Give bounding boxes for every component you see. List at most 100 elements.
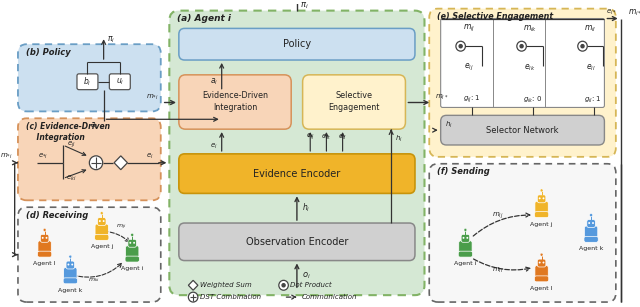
FancyBboxPatch shape (95, 234, 109, 240)
Text: $h_i$: $h_i$ (445, 120, 453, 130)
Text: $m_{ki}$: $m_{ki}$ (88, 276, 100, 284)
Text: $m_{*i}$: $m_{*i}$ (146, 93, 159, 102)
Polygon shape (114, 156, 127, 170)
Text: Integration: Integration (213, 103, 257, 112)
Circle shape (131, 233, 134, 236)
FancyBboxPatch shape (179, 154, 415, 193)
Text: $\pi_i$: $\pi_i$ (300, 0, 309, 11)
FancyBboxPatch shape (441, 115, 604, 145)
FancyBboxPatch shape (538, 259, 546, 267)
FancyBboxPatch shape (77, 74, 98, 90)
Text: Agent j: Agent j (531, 222, 553, 227)
FancyBboxPatch shape (441, 18, 604, 107)
Text: (d) Receiving: (d) Receiving (26, 211, 88, 220)
Text: Evidence Encoder: Evidence Encoder (253, 169, 340, 179)
FancyBboxPatch shape (18, 118, 161, 200)
Circle shape (456, 41, 465, 51)
Text: $e_{ji}$: $e_{ji}$ (67, 140, 76, 150)
Text: $m_{ij}$: $m_{ij}$ (463, 23, 475, 34)
Text: $m_{*i}$: $m_{*i}$ (0, 152, 12, 161)
FancyBboxPatch shape (459, 241, 472, 253)
Circle shape (520, 45, 523, 48)
FancyBboxPatch shape (534, 212, 548, 218)
Circle shape (102, 220, 104, 222)
Text: Evidence-Driven: Evidence-Driven (202, 91, 268, 100)
FancyBboxPatch shape (170, 11, 424, 295)
Circle shape (517, 41, 526, 51)
FancyBboxPatch shape (66, 261, 75, 269)
Text: $m_{ij}$: $m_{ij}$ (492, 211, 504, 221)
Text: $h_i$: $h_i$ (302, 202, 310, 215)
FancyBboxPatch shape (179, 29, 415, 60)
FancyBboxPatch shape (584, 226, 598, 238)
Circle shape (539, 197, 541, 199)
Text: $o_i$: $o_i$ (302, 270, 311, 281)
Text: (e) Selective Engagement: (e) Selective Engagement (437, 12, 553, 21)
Text: Observation Encoder: Observation Encoder (246, 237, 348, 247)
Circle shape (67, 263, 69, 266)
Text: $h_i$: $h_i$ (395, 134, 403, 144)
Circle shape (592, 222, 594, 224)
Text: $e_{il}$: $e_{il}$ (586, 63, 596, 73)
FancyBboxPatch shape (125, 246, 139, 258)
Text: $m_{i*}$: $m_{i*}$ (628, 7, 640, 18)
Circle shape (578, 41, 588, 51)
Circle shape (464, 228, 467, 231)
Circle shape (188, 292, 198, 302)
Text: (a) Agent i: (a) Agent i (177, 14, 231, 23)
Circle shape (543, 197, 545, 199)
Circle shape (588, 222, 590, 224)
Text: Dot Product: Dot Product (291, 282, 332, 288)
Circle shape (463, 237, 465, 239)
Text: $e_{ki}$: $e_{ki}$ (66, 174, 77, 183)
Text: (b) Policy: (b) Policy (26, 48, 70, 56)
Circle shape (467, 237, 468, 239)
FancyBboxPatch shape (538, 195, 546, 203)
FancyBboxPatch shape (125, 256, 140, 262)
Circle shape (581, 45, 584, 48)
FancyBboxPatch shape (63, 278, 77, 284)
FancyBboxPatch shape (535, 266, 548, 277)
FancyBboxPatch shape (584, 236, 598, 242)
Text: DST Combination: DST Combination (200, 294, 261, 300)
Text: $m_{i*}$: $m_{i*}$ (435, 93, 449, 102)
Circle shape (99, 220, 100, 222)
FancyBboxPatch shape (38, 241, 51, 253)
Text: Engagement: Engagement (328, 103, 380, 112)
FancyBboxPatch shape (534, 276, 548, 282)
Text: (f) Sending: (f) Sending (437, 167, 490, 176)
Circle shape (589, 214, 593, 217)
Text: Integration: Integration (26, 133, 84, 142)
FancyBboxPatch shape (429, 164, 616, 302)
FancyBboxPatch shape (535, 201, 548, 213)
Text: $e_i$: $e_i$ (145, 152, 153, 161)
Circle shape (69, 255, 72, 258)
Polygon shape (188, 280, 198, 290)
Circle shape (279, 280, 289, 290)
FancyBboxPatch shape (128, 239, 136, 247)
Text: Agent i: Agent i (454, 261, 477, 266)
Text: $m_{il}$: $m_{il}$ (492, 266, 504, 275)
Text: Agent j: Agent j (90, 244, 113, 249)
Text: $e_i$: $e_i$ (211, 141, 218, 150)
FancyBboxPatch shape (429, 9, 616, 157)
FancyBboxPatch shape (38, 251, 52, 257)
Text: $m_{ik}$: $m_{ik}$ (524, 23, 538, 34)
Text: $g_{ik}$: 0: $g_{ik}$: 0 (524, 95, 543, 105)
Text: $e_{ik}$: $e_{ik}$ (321, 133, 332, 142)
FancyBboxPatch shape (63, 267, 77, 279)
Text: $a_i$: $a_i$ (210, 76, 218, 87)
Text: $g_{ij}$: 1: $g_{ij}$: 1 (463, 94, 480, 105)
Text: $e_{*i}$: $e_{*i}$ (38, 152, 48, 161)
Text: $g_{il}$: 1: $g_{il}$: 1 (584, 95, 602, 105)
Circle shape (90, 156, 102, 170)
FancyBboxPatch shape (40, 234, 49, 242)
Circle shape (129, 242, 131, 244)
Text: $e_{ij}$: $e_{ij}$ (306, 132, 314, 142)
Text: $b_i$: $b_i$ (83, 76, 92, 88)
FancyBboxPatch shape (179, 75, 291, 129)
Text: Agent i: Agent i (121, 266, 143, 271)
Circle shape (459, 45, 462, 48)
Circle shape (539, 262, 541, 263)
Circle shape (282, 284, 285, 287)
